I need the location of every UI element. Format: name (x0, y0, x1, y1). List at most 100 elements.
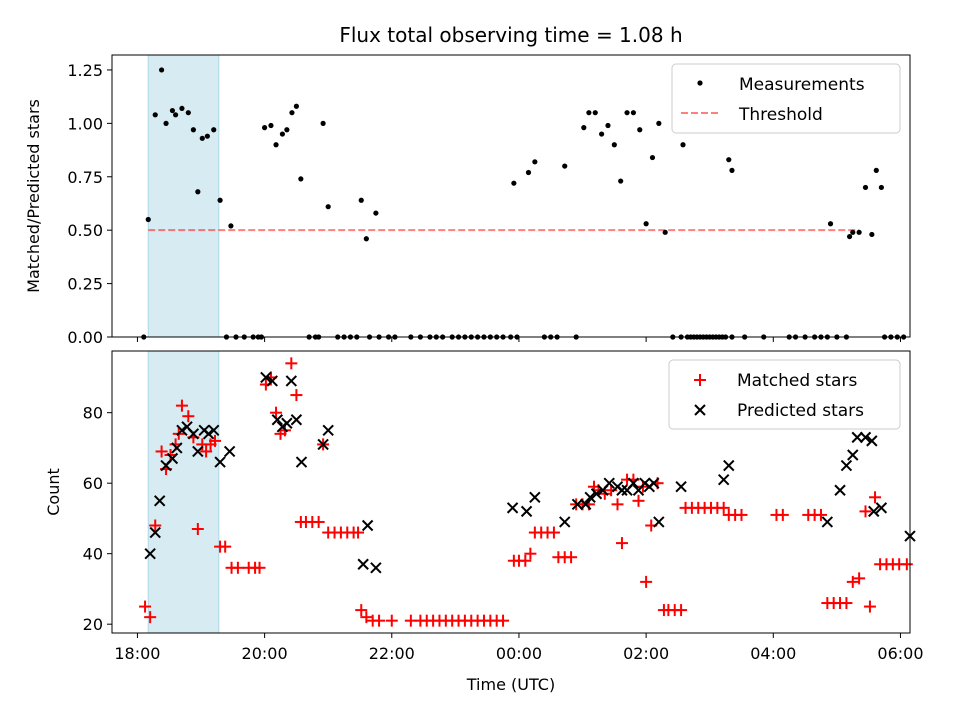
cross-b (723, 459, 735, 472)
bottom-legend: Matched stars Predicted stars (668, 359, 901, 430)
legend-measurements-label: Measurements (739, 75, 865, 95)
measurement-point (195, 189, 201, 195)
legend-measurements-marker (697, 80, 703, 86)
predicted-star-point (144, 547, 156, 560)
cross-b (571, 498, 584, 511)
predicted-star-point (171, 442, 183, 454)
predicted-star-point (176, 424, 188, 437)
measurement-point (511, 180, 517, 186)
predicted-star-point (357, 558, 369, 570)
measurement-point (145, 216, 151, 223)
measurement-point (618, 178, 624, 184)
predicted-star-point (214, 456, 226, 468)
matched-star-point (385, 614, 398, 627)
measurement-point (856, 229, 862, 235)
top-shaded-region (147, 54, 220, 338)
cross-b (361, 519, 374, 532)
matched-star-point (859, 505, 872, 518)
measurement-point (878, 184, 884, 191)
measurement-point (179, 105, 185, 112)
cross-b (859, 431, 872, 444)
matched-star-point (640, 575, 653, 588)
matched-star-point (355, 604, 368, 617)
predicted-star-point (616, 484, 628, 496)
x-tick-label: 20:00 (242, 644, 288, 663)
measurement-point (662, 229, 668, 235)
matched-star-point (853, 572, 866, 585)
bottom-y-axis-label: Count (44, 468, 63, 516)
legend-matched-marker (694, 374, 706, 386)
top-y-ticks: 0.00 0.25 0.50 0.75 1.00 1.25 (67, 61, 112, 347)
predicted-star-point (266, 375, 278, 387)
cross-b (821, 516, 834, 528)
y-tick-label: 0.75 (67, 168, 103, 187)
measurement-point (152, 112, 158, 118)
cross-b (295, 456, 308, 468)
measurement-point (204, 133, 210, 139)
predicted-star-point (859, 431, 872, 444)
matched-star-point (776, 508, 789, 521)
cross-b (529, 491, 541, 503)
measurement-point (228, 223, 234, 229)
measurement-point (211, 127, 217, 133)
predicted-star-point (590, 488, 603, 500)
predicted-star-point (370, 562, 382, 574)
predicted-star-point (208, 424, 220, 437)
predicted-star-point (295, 456, 308, 468)
cross-b (181, 421, 193, 433)
predicted-star-point (723, 459, 735, 472)
predicted-star-point (223, 445, 236, 458)
y-tick-label: 0.25 (67, 275, 103, 294)
measurement-point (158, 67, 165, 73)
cross-b (851, 431, 863, 444)
legend-predicted-marker (694, 404, 706, 416)
measurement-point (363, 236, 369, 242)
y-tick-label: 1.25 (67, 61, 103, 80)
predicted-star-point (580, 498, 592, 511)
matched-star-point (290, 389, 303, 402)
y-tick-label: 20 (83, 615, 103, 634)
cross-b (868, 505, 880, 518)
matched-star-point (519, 554, 532, 567)
cross-b (281, 417, 293, 429)
cross-b (285, 375, 298, 387)
measurement-point (268, 122, 274, 129)
predicted-star-point (361, 519, 374, 532)
predicted-star-point (603, 477, 615, 489)
top-plot-frame (111, 54, 911, 338)
matched-star-point (846, 575, 859, 588)
matched-star-point (615, 537, 628, 550)
measurement-point (373, 210, 379, 216)
matched-star-point (900, 558, 913, 571)
cross-b (322, 424, 334, 437)
predicted-star-point (675, 481, 687, 493)
measurement-point (586, 110, 592, 116)
matched-star-point (149, 519, 162, 532)
matched-star-point (155, 445, 168, 458)
cross-b (584, 491, 596, 503)
cross-b (520, 505, 533, 518)
predicted-star-point (192, 445, 204, 458)
top-legend: Measurements Threshold (671, 63, 901, 134)
measurement-point (169, 107, 176, 114)
cross-b (223, 445, 236, 458)
predicted-star-point (281, 417, 293, 429)
bottom-points (139, 357, 916, 627)
predicted-star-point (834, 484, 846, 496)
x-tick-label: 02:00 (623, 644, 669, 663)
measurement-point (850, 229, 856, 235)
predicted-star-point (648, 477, 660, 489)
matched-star-point (312, 515, 325, 528)
measurement-point (649, 154, 656, 161)
legend-threshold-label: Threshold (738, 105, 823, 125)
measurement-point (680, 142, 686, 148)
y-tick-label: 40 (83, 545, 103, 564)
y-tick-label: 80 (83, 404, 103, 423)
measurement-point (581, 125, 587, 131)
y-tick-label: 0.50 (67, 221, 103, 240)
top-x-ticks (136, 337, 901, 342)
predicted-star-point (559, 516, 571, 528)
matched-star-point (869, 491, 882, 504)
cross-b (171, 442, 183, 454)
measurement-point (869, 231, 875, 238)
